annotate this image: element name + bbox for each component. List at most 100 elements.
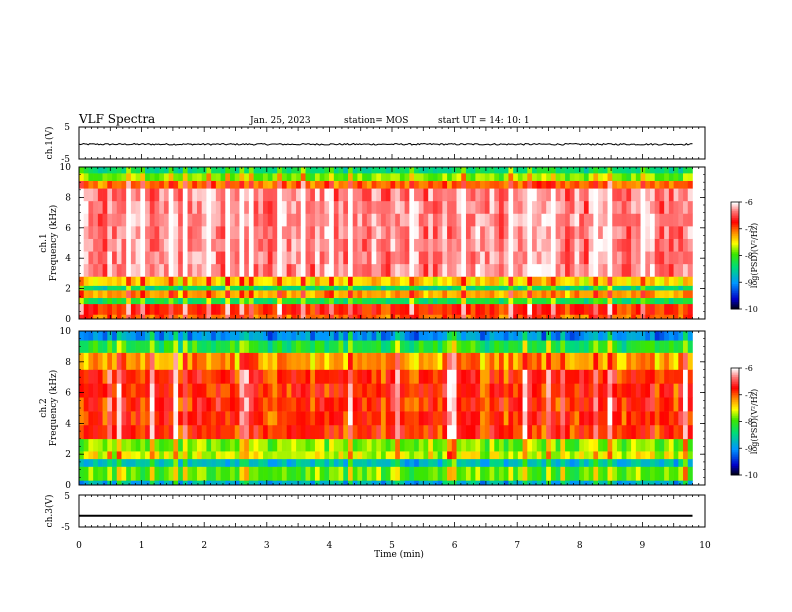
spectrogram-cell [381, 290, 387, 299]
spectrogram-cell [423, 458, 429, 467]
spectrogram-cell [324, 167, 330, 174]
spectrogram-cell [621, 285, 627, 291]
spectrogram-cell [432, 369, 438, 384]
spectrogram-cell [220, 238, 226, 252]
y-tick-label: 0 [65, 315, 71, 325]
spectrogram-cell [310, 251, 316, 265]
spectrogram-cell [277, 213, 283, 227]
spectrogram-cell [244, 238, 250, 252]
spectrogram-cell [135, 451, 141, 460]
spectrogram-cell [196, 458, 202, 467]
spectrogram-cell [112, 331, 118, 341]
spectrogram-cell [305, 458, 311, 467]
spectrogram-cell [206, 167, 212, 174]
spectrogram-cell [532, 180, 538, 189]
spectrogram-cell [277, 458, 283, 467]
spectrogram-cell [215, 424, 221, 440]
y-tick-label: 10 [60, 163, 72, 173]
spectrogram-cell [437, 276, 443, 286]
spectrogram-cell [187, 480, 193, 486]
spectrogram-cell [343, 480, 349, 486]
spectrogram-cell [126, 411, 132, 426]
spectrogram-cell [480, 303, 486, 315]
spectrogram-cell [583, 251, 589, 265]
spectrogram-cell [465, 180, 471, 189]
spectrogram-cell [206, 352, 212, 370]
spectrogram-cell [565, 411, 571, 426]
spectrogram-cell [428, 213, 434, 227]
spectrogram-cell [574, 424, 580, 440]
spectrogram-cell [145, 290, 151, 299]
spectrogram-cell [272, 200, 278, 214]
spectrogram-cell [102, 331, 108, 341]
spectrogram-cell [423, 173, 429, 181]
spectrogram-cell [263, 303, 269, 315]
colorbar-tick-label: -9 [745, 444, 753, 453]
colorbar-swatch [731, 216, 739, 219]
spectrogram-cell [244, 263, 250, 277]
spectrogram-cell [588, 251, 594, 265]
spectrogram-cell [508, 369, 514, 384]
spectrogram-cell [598, 331, 604, 341]
spectrogram-cell [565, 290, 571, 299]
spectrogram-cell [300, 263, 306, 277]
spectrogram-cell [357, 213, 363, 227]
spectrogram-cell [253, 188, 259, 202]
spectrogram-cell [140, 180, 146, 189]
spectrogram-cell [503, 383, 509, 398]
spectrogram-cell [371, 263, 377, 277]
spectrogram-cell [683, 352, 689, 370]
spectrogram-cell [409, 303, 415, 315]
spectrogram-cell [598, 297, 604, 305]
spectrogram-cell [258, 290, 264, 299]
spectrogram-cell [565, 213, 571, 227]
spectrogram-cell [607, 331, 613, 341]
spectrogram-cell [404, 438, 410, 452]
spectrogram-cell [451, 180, 457, 189]
spectrogram-cell [470, 263, 476, 277]
spectrogram-cell [159, 383, 165, 398]
spectrogram-cell [88, 451, 94, 460]
colorbar-swatch [731, 394, 739, 397]
spectrogram-cell [456, 285, 462, 291]
spectrogram-cell [253, 226, 259, 239]
spectrogram-cell [522, 297, 528, 305]
spectrogram-cell [385, 167, 391, 174]
spectrogram-cell [371, 383, 377, 398]
spectrogram-cell [168, 285, 174, 291]
spectrogram-cell [215, 352, 221, 370]
spectrogram-cell [116, 383, 122, 398]
spectrogram-cell [329, 458, 335, 467]
spectrogram-cell [659, 263, 665, 277]
spectrogram-cell [225, 383, 231, 398]
spectrogram-cell [475, 340, 481, 353]
spectrogram-cell [418, 238, 424, 252]
spectrogram-cell [97, 285, 103, 291]
spectrogram-cell [673, 340, 679, 353]
spectrogram-cell [168, 213, 174, 227]
spectrogram-cell [154, 180, 160, 189]
spectrogram-cell [385, 331, 391, 341]
spectrogram-cell [329, 188, 335, 202]
spectrogram-cell [664, 438, 670, 452]
spectrogram-cell [310, 213, 316, 227]
spectrogram-cell [272, 466, 278, 481]
spectrogram-cell [409, 458, 415, 467]
spectrogram-cell [602, 173, 608, 181]
spectrogram-cell [673, 369, 679, 384]
spectrogram-cell [522, 424, 528, 440]
spectrogram-cell [145, 188, 151, 202]
spectrogram-cell [513, 352, 519, 370]
spectrogram-cell [395, 314, 401, 320]
spectrogram-cell [480, 331, 486, 341]
spectrogram-cell [130, 180, 136, 189]
spectrogram-cell [664, 340, 670, 353]
spectrogram-cell [149, 480, 155, 486]
spectrogram-cell [517, 173, 523, 181]
spectrogram-cell [517, 276, 523, 286]
spectrogram-cell [451, 466, 457, 481]
spectrogram-cell [121, 173, 127, 181]
spectrogram-cell [499, 226, 505, 239]
spectrogram-cell [461, 303, 467, 315]
spectrogram-cell [522, 397, 528, 412]
